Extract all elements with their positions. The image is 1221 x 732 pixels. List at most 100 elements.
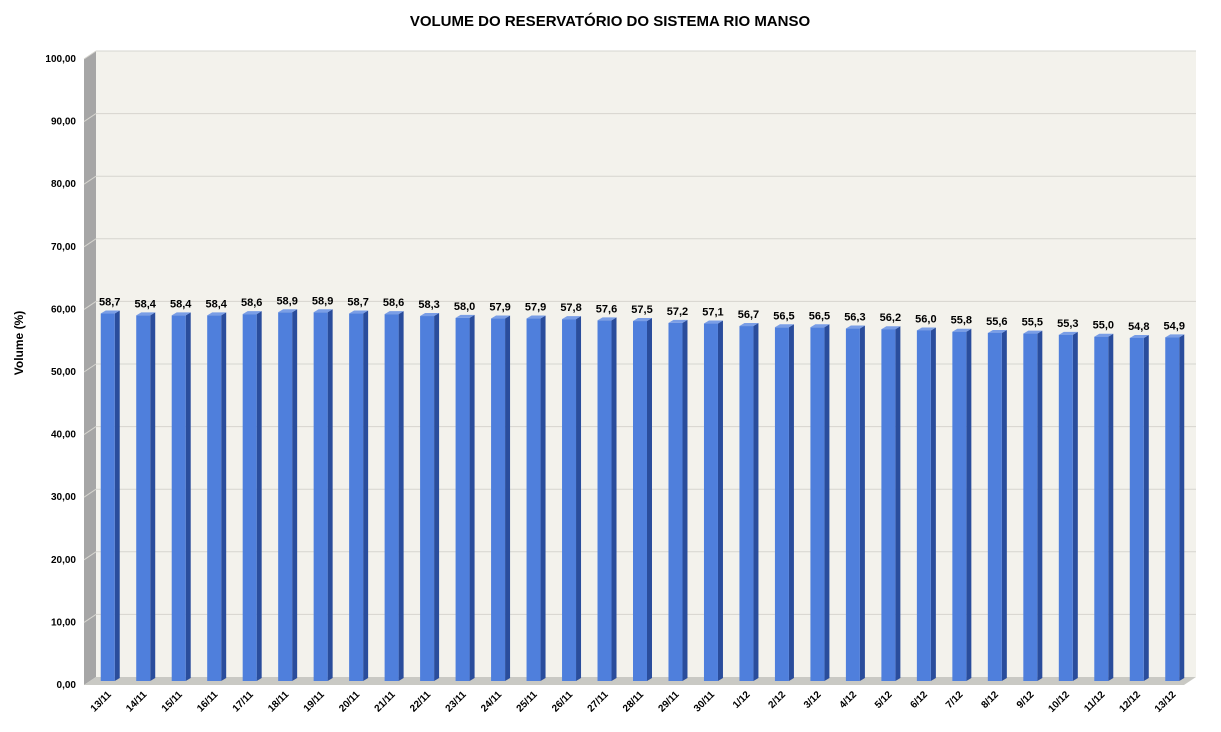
x-tick-label: 23/11 bbox=[444, 689, 469, 714]
bar-top bbox=[136, 312, 156, 316]
data-label: 58,4 bbox=[170, 298, 192, 310]
bar-front bbox=[774, 327, 789, 681]
bar-side bbox=[1179, 334, 1185, 681]
bar-top bbox=[739, 323, 759, 327]
x-tick-label: 27/11 bbox=[586, 689, 611, 714]
chart-title: VOLUME DO RESERVATÓRIO DO SISTEMA RIO MA… bbox=[410, 12, 811, 30]
data-label: 55,5 bbox=[1022, 317, 1043, 329]
bar-top bbox=[278, 309, 298, 313]
bar-front bbox=[207, 315, 222, 681]
bar-front bbox=[597, 320, 612, 681]
bar bbox=[100, 310, 120, 681]
bar bbox=[349, 310, 369, 681]
bar bbox=[384, 311, 404, 681]
bar-side bbox=[1037, 330, 1043, 681]
data-label: 57,5 bbox=[631, 304, 652, 316]
y-tick-label: 40,00 bbox=[51, 430, 76, 441]
bar-side bbox=[788, 324, 794, 681]
bar-top bbox=[987, 329, 1007, 333]
bar bbox=[278, 309, 298, 681]
y-tick-label: 90,00 bbox=[51, 117, 76, 128]
x-tick-label: 1/12 bbox=[731, 689, 753, 711]
bar-top bbox=[810, 324, 830, 328]
x-tick-label: 6/12 bbox=[908, 689, 930, 711]
x-axis-ticks: 13/11 14/11 15/11 16/11 17/11 18/11 19/11 20/11… bbox=[89, 689, 1179, 715]
bar-top bbox=[384, 311, 404, 315]
bar-side bbox=[753, 323, 759, 681]
bar-side bbox=[150, 312, 156, 681]
bar bbox=[1165, 334, 1185, 681]
y-tick-label: 70,00 bbox=[51, 242, 76, 253]
bar-side bbox=[930, 327, 936, 681]
data-label: 58,4 bbox=[205, 298, 227, 310]
data-label: 58,0 bbox=[454, 301, 475, 313]
y-tick-label: 100,00 bbox=[45, 54, 76, 65]
gridline-depth bbox=[83, 613, 97, 623]
bar-front bbox=[668, 322, 683, 681]
bar-side bbox=[363, 310, 369, 681]
gridline-depth bbox=[83, 113, 97, 123]
data-label: 56,2 bbox=[880, 312, 901, 324]
x-tick-label: 30/11 bbox=[692, 689, 717, 714]
data-label: 56,0 bbox=[915, 313, 936, 325]
bar-front bbox=[349, 313, 364, 681]
data-labels: 58,7 58,4 58,4 58,4 58,6 58,9 58,9 58,7 58,6 58,3… bbox=[99, 295, 1185, 333]
x-tick-label: 29/11 bbox=[657, 689, 682, 714]
bar-front bbox=[1129, 337, 1144, 681]
bar-side bbox=[1143, 334, 1149, 681]
bar bbox=[987, 329, 1007, 681]
bar-side bbox=[682, 319, 688, 681]
y-tick-label: 60,00 bbox=[51, 304, 76, 315]
bar bbox=[562, 316, 582, 681]
bar-side bbox=[611, 317, 617, 681]
bar-side bbox=[540, 315, 546, 681]
bar-front bbox=[1094, 336, 1109, 681]
bar-front bbox=[1165, 337, 1180, 681]
bar-top bbox=[1129, 334, 1149, 338]
y-axis-ticks: 0,00 10,00 20,00 30,00 40,00 50,00 60,00 70,00 8… bbox=[45, 54, 76, 691]
data-label: 58,3 bbox=[418, 299, 439, 311]
bar-side bbox=[327, 309, 333, 681]
data-label: 57,6 bbox=[596, 303, 617, 315]
bar-top bbox=[313, 309, 333, 313]
bar-side bbox=[1001, 329, 1007, 681]
gridline-depth bbox=[83, 238, 97, 248]
x-tick-label: 7/12 bbox=[944, 689, 966, 711]
y-tick-label: 20,00 bbox=[51, 555, 76, 566]
data-label: 58,7 bbox=[99, 297, 120, 309]
bar-side bbox=[114, 310, 120, 681]
bar bbox=[313, 309, 333, 681]
x-tick-label: 20/11 bbox=[337, 689, 362, 714]
bar-top bbox=[100, 310, 120, 314]
bar bbox=[774, 324, 794, 681]
bar-side bbox=[824, 324, 830, 681]
data-label: 55,6 bbox=[986, 316, 1007, 328]
data-label: 54,8 bbox=[1128, 321, 1149, 333]
bar bbox=[526, 315, 546, 681]
x-tick-label: 14/11 bbox=[124, 689, 149, 714]
bar bbox=[845, 325, 865, 681]
data-label: 57,8 bbox=[560, 302, 581, 314]
bar-front bbox=[987, 332, 1002, 681]
bar-front bbox=[491, 318, 506, 681]
data-label: 56,3 bbox=[844, 312, 865, 324]
data-label: 56,7 bbox=[738, 309, 759, 321]
x-tick-label: 28/11 bbox=[621, 689, 646, 714]
bar bbox=[491, 315, 511, 681]
bar-side bbox=[647, 318, 652, 681]
bar bbox=[633, 318, 652, 681]
bar-top bbox=[668, 319, 688, 323]
data-label: 56,5 bbox=[809, 310, 830, 322]
x-tick-label: 13/12 bbox=[1153, 689, 1179, 715]
bar-series bbox=[100, 309, 1185, 681]
bar-side bbox=[256, 311, 262, 681]
bar bbox=[739, 323, 759, 681]
bar-side bbox=[469, 314, 475, 681]
bar-top bbox=[349, 310, 369, 314]
bar-side bbox=[1072, 331, 1078, 681]
data-label: 58,4 bbox=[135, 298, 157, 310]
bar-side bbox=[505, 315, 511, 681]
bar-top bbox=[171, 312, 191, 316]
bar-top bbox=[491, 315, 511, 319]
